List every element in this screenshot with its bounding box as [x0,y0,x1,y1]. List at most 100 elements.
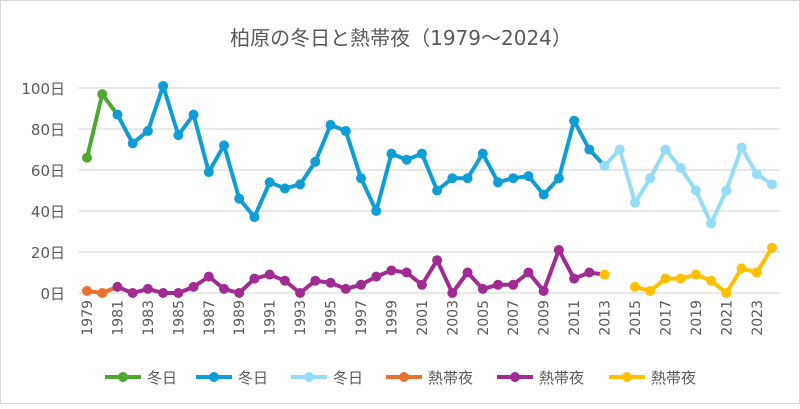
series-line [85,92,120,159]
data-point [219,140,229,151]
data-point [599,160,610,171]
data-point [538,285,549,296]
data-point [295,179,306,190]
data-point [645,285,656,296]
data-point [97,288,108,298]
data-point [249,273,260,284]
data-point [386,265,397,276]
data-point [279,275,290,286]
x-tick-label: 1981 [110,300,126,336]
series-line [603,145,774,226]
chart-title: 柏原の冬日と熱帯夜（1979～2024） [230,26,572,50]
series-1 [112,80,607,223]
series-line [634,246,774,295]
data-point [645,173,656,184]
y-tick-label: 0日 [40,285,65,303]
data-point [432,185,443,196]
x-tick-label: 1991 [263,300,279,336]
data-point [462,267,473,278]
data-point [127,288,138,298]
data-point [675,273,686,284]
data-point [142,283,153,294]
data-point [234,193,245,204]
data-point [767,179,777,190]
legend-item: 熱帯夜 [609,369,696,387]
legend-marker [209,372,219,382]
data-point [660,273,671,284]
y-tick-label: 100日 [21,80,65,98]
data-point [142,126,153,137]
x-tick-label: 2009 [537,300,553,336]
data-point [340,126,351,137]
data-point [736,263,747,274]
x-tick-label: 2001 [415,300,431,336]
data-point [660,144,671,155]
data-point [219,283,229,294]
data-point [751,169,762,180]
data-point [234,288,245,298]
legend-label: 熱帯夜 [539,369,584,387]
data-point [508,279,519,290]
y-tick-label: 60日 [31,162,65,180]
data-point [264,269,275,280]
legend-label: 熱帯夜 [651,369,696,387]
legend-label: 冬日 [333,369,363,387]
x-tick-label: 1993 [293,300,309,336]
data-point [721,288,732,298]
x-tick-label: 2023 [750,300,766,336]
x-tick-label: 2013 [598,300,614,336]
data-point [325,119,336,130]
data-point [721,185,732,196]
data-point [82,285,92,296]
data-point [158,80,169,91]
data-point [295,288,306,298]
data-point [584,144,595,155]
legend-label: 冬日 [238,369,268,387]
data-point [416,148,427,159]
data-point [538,189,549,200]
x-tick-label: 1987 [202,300,218,336]
data-point [523,171,534,182]
legend-marker [118,372,128,382]
data-point [386,148,397,159]
data-point [279,183,290,194]
x-tick-label: 1989 [232,300,248,336]
legend-marker [622,372,632,382]
data-point [188,281,199,292]
legend-label: 冬日 [147,369,177,387]
legend-marker [399,372,409,382]
data-point [462,173,473,184]
x-tick-label: 1999 [384,300,400,336]
x-tick-label: 2005 [476,300,492,336]
data-point [706,275,717,286]
data-point [203,271,214,282]
y-tick-label: 40日 [31,203,65,221]
data-point [310,156,321,167]
data-point [356,279,366,290]
data-point [401,154,412,165]
data-point [523,267,534,278]
data-point [569,115,580,126]
data-point [630,197,640,208]
data-point [371,206,382,216]
x-tick-label: 2011 [567,300,583,336]
x-tick-label: 1979 [80,300,96,336]
x-tick-label: 1997 [354,300,370,336]
data-point [569,273,580,284]
data-point [173,288,184,298]
x-tick-label: 1983 [141,300,157,336]
data-point [477,148,488,159]
data-point [553,173,564,184]
x-tick-label: 2019 [689,300,705,336]
series-3 [82,284,119,298]
legend-item: 熱帯夜 [386,369,473,387]
x-tick-label: 2017 [658,300,674,336]
legend-item: 冬日 [196,369,268,387]
data-point [325,277,336,288]
data-point [553,244,564,255]
x-tick-label: 1985 [171,300,187,336]
x-tick-label: 2007 [506,300,522,336]
data-point [690,269,701,280]
x-tick-label: 1995 [324,300,340,336]
